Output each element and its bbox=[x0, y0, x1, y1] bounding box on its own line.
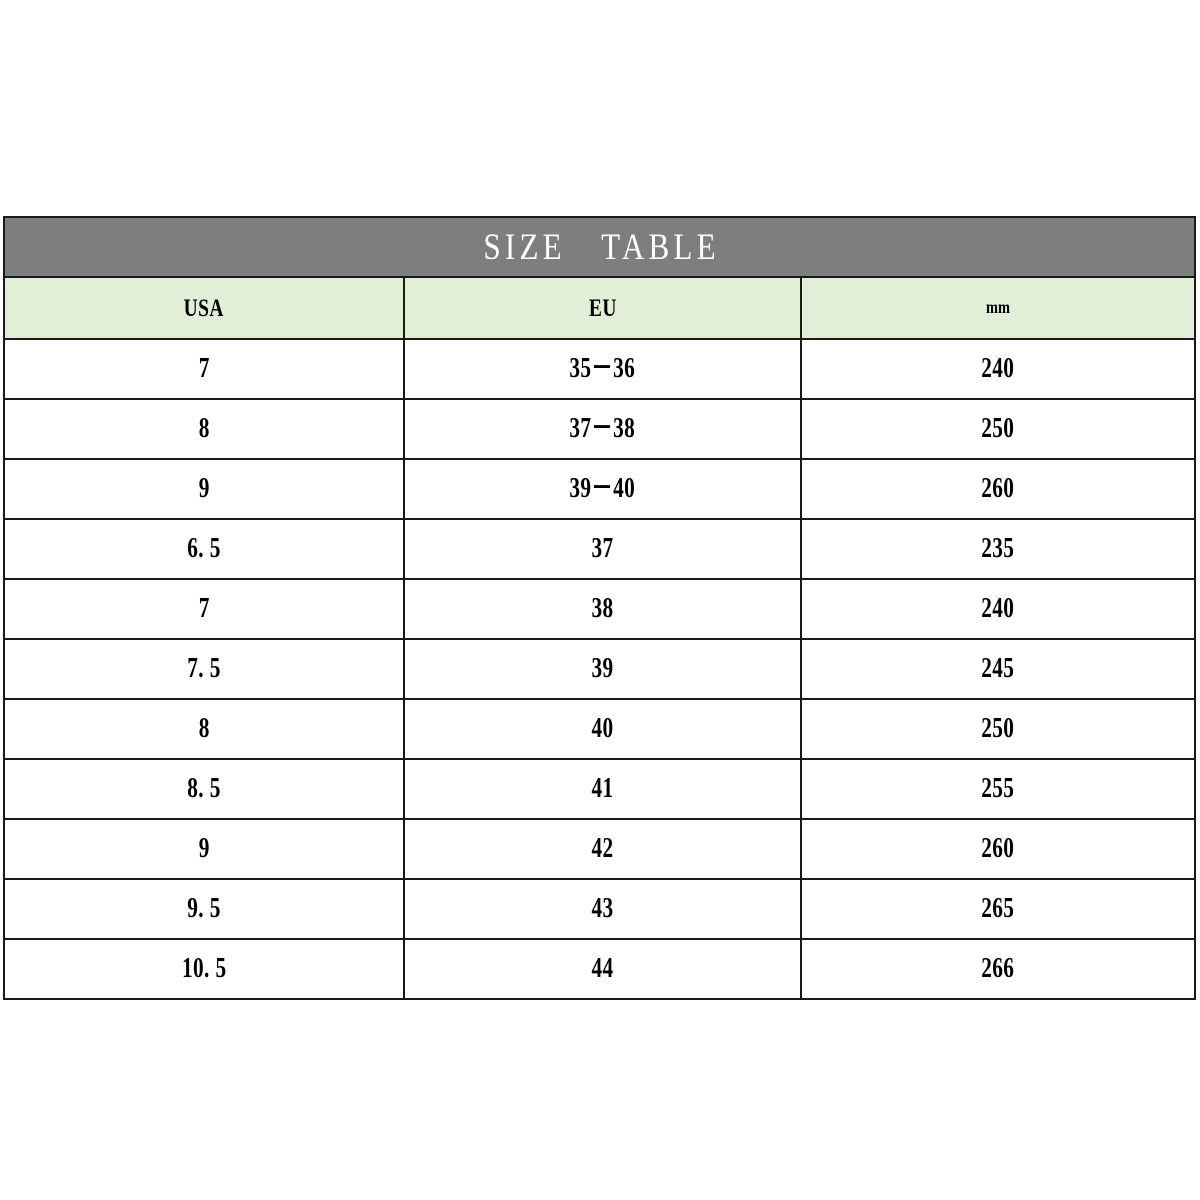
cell-value-eu: 39 bbox=[591, 653, 614, 684]
table-cell-usa: 9. 5 bbox=[3, 878, 405, 940]
column-header-usa-label: USA bbox=[183, 294, 225, 322]
table-cell-mm: 240 bbox=[799, 338, 1197, 400]
size-table-body: SIZE TABLE USA EU mm 7 35－36 240 8 37－38 250 9… bbox=[2, 216, 1197, 1000]
cell-value-usa: 8 bbox=[198, 713, 210, 744]
cell-value-usa: 8 bbox=[198, 413, 210, 444]
table-cell-mm: 266 bbox=[799, 938, 1197, 1000]
table-row: 7 38 240 bbox=[3, 578, 1197, 640]
table-cell-eu: 35－36 bbox=[403, 338, 802, 400]
cell-value-usa: 7. 5 bbox=[187, 653, 221, 684]
cell-value-usa: 6. 5 bbox=[187, 533, 221, 564]
cell-value-eu: 37－38 bbox=[569, 413, 636, 444]
table-row: 9 39－40 260 bbox=[3, 458, 1197, 520]
cell-value-eu: 40 bbox=[591, 713, 614, 744]
table-row: 10. 5 44 266 bbox=[3, 938, 1197, 1000]
table-cell-mm: 260 bbox=[799, 458, 1197, 520]
table-cell-eu: 37－38 bbox=[403, 398, 802, 460]
table-title-row: SIZE TABLE bbox=[2, 216, 1197, 278]
table-cell-eu: 43 bbox=[403, 878, 802, 940]
table-row: 7. 5 39 245 bbox=[3, 638, 1197, 700]
table-cell-eu: 38 bbox=[403, 578, 802, 640]
table-cell-usa: 8. 5 bbox=[3, 758, 405, 820]
cell-value-usa: 8. 5 bbox=[187, 773, 221, 804]
table-cell-eu: 42 bbox=[403, 818, 802, 880]
cell-value-eu: 37 bbox=[591, 533, 614, 564]
table-cell-eu: 44 bbox=[403, 938, 802, 1000]
column-header-mm: mm bbox=[799, 276, 1197, 340]
cell-value-mm: 250 bbox=[981, 713, 1015, 744]
table-cell-eu: 39－40 bbox=[403, 458, 802, 520]
cell-value-usa: 7 bbox=[198, 353, 210, 384]
table-cell-mm: 265 bbox=[799, 878, 1197, 940]
table-cell-mm: 245 bbox=[799, 638, 1197, 700]
page-title: SIZE TABLE bbox=[483, 226, 720, 268]
table-header-row: USA EU mm bbox=[3, 276, 1197, 340]
table-row: 9. 5 43 265 bbox=[3, 878, 1197, 940]
cell-value-mm: 265 bbox=[981, 893, 1015, 924]
table-row: 8. 5 41 255 bbox=[3, 758, 1197, 820]
table-cell-mm: 255 bbox=[799, 758, 1197, 820]
table-cell-usa: 9 bbox=[3, 818, 405, 880]
table-cell-usa: 8 bbox=[3, 398, 405, 460]
table-cell-eu: 41 bbox=[403, 758, 802, 820]
cell-value-mm: 240 bbox=[981, 353, 1015, 384]
cell-value-mm: 240 bbox=[981, 593, 1015, 624]
table-cell-usa: 10. 5 bbox=[3, 938, 405, 1000]
table-title-cell: SIZE TABLE bbox=[2, 216, 1197, 278]
table-row: 6. 5 37 235 bbox=[3, 518, 1197, 580]
cell-value-usa: 9. 5 bbox=[187, 893, 221, 924]
column-header-eu: EU bbox=[403, 276, 802, 340]
cell-value-eu: 43 bbox=[591, 893, 614, 924]
table-cell-usa: 7 bbox=[3, 578, 405, 640]
cell-value-eu: 41 bbox=[591, 773, 614, 804]
table-cell-mm: 260 bbox=[799, 818, 1197, 880]
cell-value-usa: 7 bbox=[198, 593, 210, 624]
cell-value-mm: 260 bbox=[981, 833, 1015, 864]
table-cell-usa: 6. 5 bbox=[3, 518, 405, 580]
cell-value-mm: 266 bbox=[981, 953, 1015, 984]
table-row: 8 37－38 250 bbox=[3, 398, 1197, 460]
cell-value-mm: 250 bbox=[981, 413, 1015, 444]
cell-value-eu: 38 bbox=[591, 593, 614, 624]
table-cell-usa: 9 bbox=[3, 458, 405, 520]
cell-value-eu: 35－36 bbox=[569, 353, 636, 384]
column-header-mm-label: mm bbox=[986, 297, 1010, 317]
table-cell-mm: 240 bbox=[799, 578, 1197, 640]
table-cell-usa: 7 bbox=[3, 338, 405, 400]
cell-value-usa: 9 bbox=[198, 473, 210, 504]
cell-value-eu: 44 bbox=[591, 953, 614, 984]
cell-value-mm: 245 bbox=[981, 653, 1015, 684]
table-cell-eu: 39 bbox=[403, 638, 802, 700]
table-row: 7 35－36 240 bbox=[3, 338, 1197, 400]
cell-value-mm: 235 bbox=[981, 533, 1015, 564]
column-header-eu-label: EU bbox=[588, 294, 617, 322]
table-cell-eu: 40 bbox=[403, 698, 802, 760]
table-cell-usa: 7. 5 bbox=[3, 638, 405, 700]
column-header-usa: USA bbox=[3, 276, 405, 340]
table-cell-mm: 250 bbox=[799, 398, 1197, 460]
table-cell-mm: 250 bbox=[799, 698, 1197, 760]
cell-value-usa: 10. 5 bbox=[181, 953, 227, 984]
cell-value-eu: 39－40 bbox=[569, 473, 636, 504]
size-table: SIZE TABLE USA EU mm 7 35－36 240 8 37－38 250 9… bbox=[2, 216, 1197, 1000]
table-cell-usa: 8 bbox=[3, 698, 405, 760]
table-row: 8 40 250 bbox=[3, 698, 1197, 760]
cell-value-usa: 9 bbox=[198, 833, 210, 864]
table-cell-mm: 235 bbox=[799, 518, 1197, 580]
cell-value-mm: 260 bbox=[981, 473, 1015, 504]
cell-value-eu: 42 bbox=[591, 833, 614, 864]
table-cell-eu: 37 bbox=[403, 518, 802, 580]
cell-value-mm: 255 bbox=[981, 773, 1015, 804]
table-row: 9 42 260 bbox=[3, 818, 1197, 880]
